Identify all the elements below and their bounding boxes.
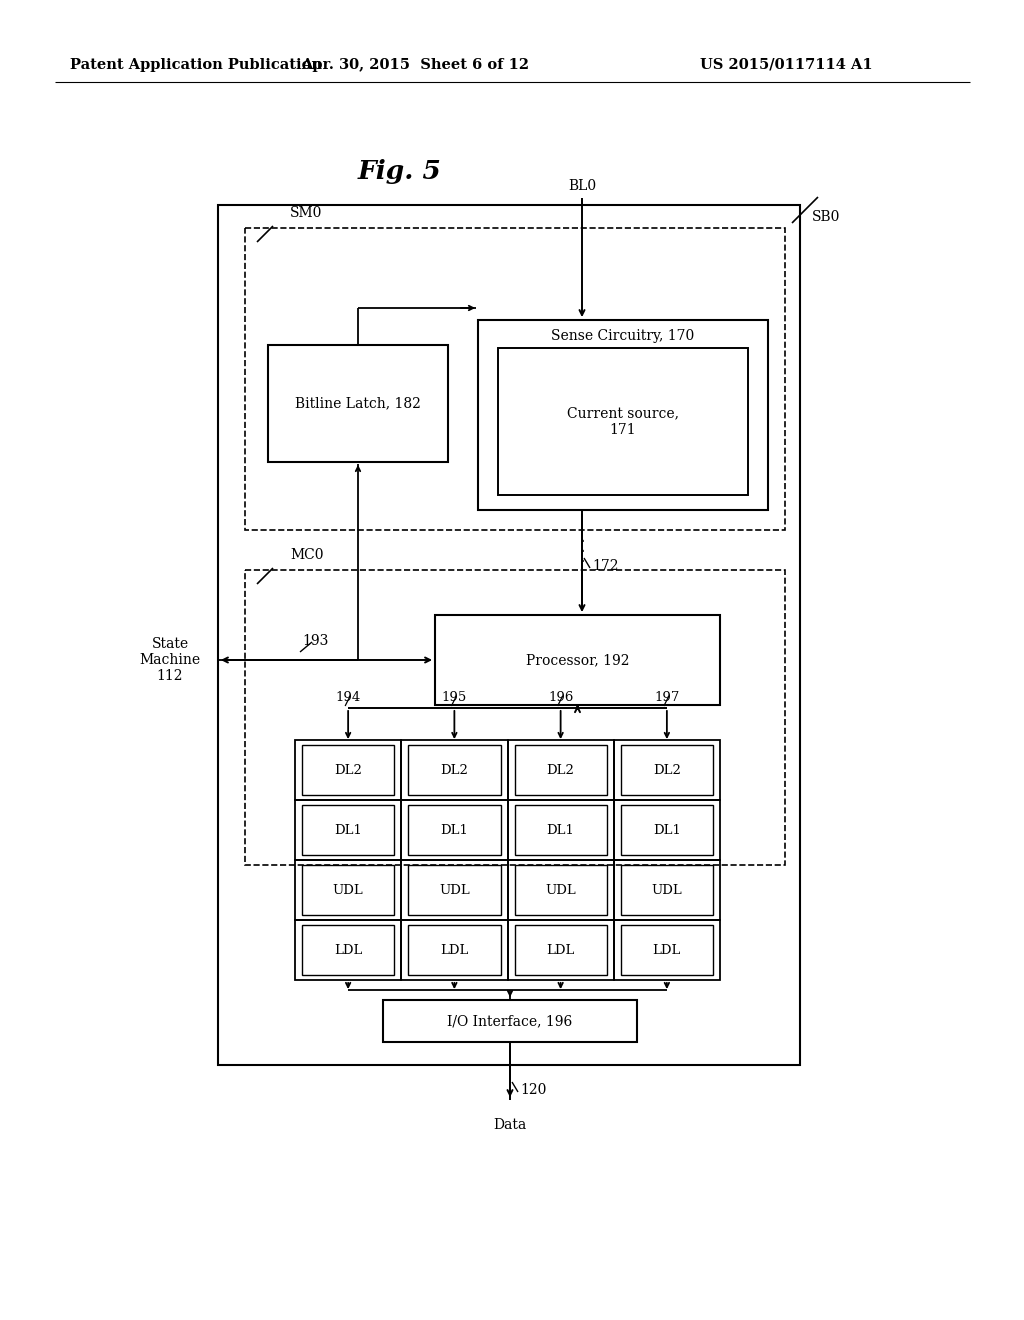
- Text: DL2: DL2: [334, 763, 362, 776]
- Bar: [498, 348, 748, 495]
- Bar: [401, 920, 508, 979]
- Text: Bitline Latch, 182: Bitline Latch, 182: [295, 396, 421, 411]
- Bar: [514, 744, 607, 795]
- Bar: [621, 744, 713, 795]
- Bar: [383, 1001, 637, 1041]
- Bar: [409, 865, 501, 915]
- Text: 193: 193: [302, 634, 329, 648]
- Bar: [613, 741, 720, 800]
- Text: DL2: DL2: [653, 763, 681, 776]
- Text: MC0: MC0: [290, 548, 324, 562]
- Text: UDL: UDL: [545, 883, 575, 896]
- Text: LDL: LDL: [334, 944, 362, 957]
- Bar: [295, 861, 401, 920]
- Text: 120: 120: [520, 1082, 547, 1097]
- Text: .: .: [580, 539, 585, 556]
- Bar: [508, 741, 613, 800]
- Text: .: .: [580, 548, 585, 566]
- Bar: [508, 920, 613, 979]
- Bar: [409, 925, 501, 975]
- Text: UDL: UDL: [333, 883, 364, 896]
- Text: Patent Application Publication: Patent Application Publication: [70, 58, 322, 73]
- Text: SM0: SM0: [290, 206, 323, 220]
- Bar: [401, 741, 508, 800]
- Text: 194: 194: [336, 690, 360, 704]
- Text: LDL: LDL: [547, 944, 574, 957]
- Bar: [508, 800, 613, 861]
- Bar: [245, 570, 785, 865]
- Bar: [245, 228, 785, 531]
- Bar: [508, 861, 613, 920]
- Bar: [302, 744, 394, 795]
- Bar: [621, 805, 713, 855]
- Text: .: .: [580, 528, 585, 546]
- Text: UDL: UDL: [439, 883, 470, 896]
- Bar: [613, 861, 720, 920]
- Bar: [409, 805, 501, 855]
- Bar: [401, 861, 508, 920]
- Text: I/O Interface, 196: I/O Interface, 196: [447, 1014, 572, 1028]
- Text: UDL: UDL: [651, 883, 682, 896]
- Text: US 2015/0117114 A1: US 2015/0117114 A1: [700, 58, 872, 73]
- Text: Fig. 5: Fig. 5: [358, 160, 442, 185]
- Bar: [302, 865, 394, 915]
- Bar: [401, 800, 508, 861]
- Text: Processor, 192: Processor, 192: [525, 653, 630, 667]
- Bar: [514, 805, 607, 855]
- Text: DL1: DL1: [653, 824, 681, 837]
- Bar: [268, 345, 449, 462]
- Text: State
Machine
112: State Machine 112: [139, 636, 201, 684]
- Text: LDL: LDL: [652, 944, 681, 957]
- Bar: [514, 925, 607, 975]
- Text: Apr. 30, 2015  Sheet 6 of 12: Apr. 30, 2015 Sheet 6 of 12: [301, 58, 529, 73]
- Text: Data: Data: [494, 1118, 526, 1133]
- Bar: [514, 865, 607, 915]
- Bar: [409, 744, 501, 795]
- Text: 197: 197: [654, 690, 680, 704]
- Bar: [302, 805, 394, 855]
- Text: Current source,
171: Current source, 171: [567, 407, 679, 437]
- Text: SB0: SB0: [812, 210, 841, 224]
- Text: 196: 196: [548, 690, 573, 704]
- Bar: [295, 741, 401, 800]
- Bar: [621, 925, 713, 975]
- Bar: [218, 205, 800, 1065]
- Text: 172: 172: [592, 558, 618, 573]
- Text: DL2: DL2: [547, 763, 574, 776]
- Text: Sense Circuitry, 170: Sense Circuitry, 170: [551, 329, 694, 343]
- Text: LDL: LDL: [440, 944, 469, 957]
- Bar: [621, 865, 713, 915]
- Text: DL1: DL1: [440, 824, 468, 837]
- Bar: [613, 920, 720, 979]
- Bar: [478, 319, 768, 510]
- Bar: [302, 925, 394, 975]
- Bar: [435, 615, 720, 705]
- Bar: [295, 800, 401, 861]
- Text: 195: 195: [441, 690, 467, 704]
- Text: DL1: DL1: [334, 824, 362, 837]
- Text: BL0: BL0: [568, 180, 596, 193]
- Bar: [295, 920, 401, 979]
- Text: DL2: DL2: [440, 763, 468, 776]
- Bar: [613, 800, 720, 861]
- Text: DL1: DL1: [547, 824, 574, 837]
